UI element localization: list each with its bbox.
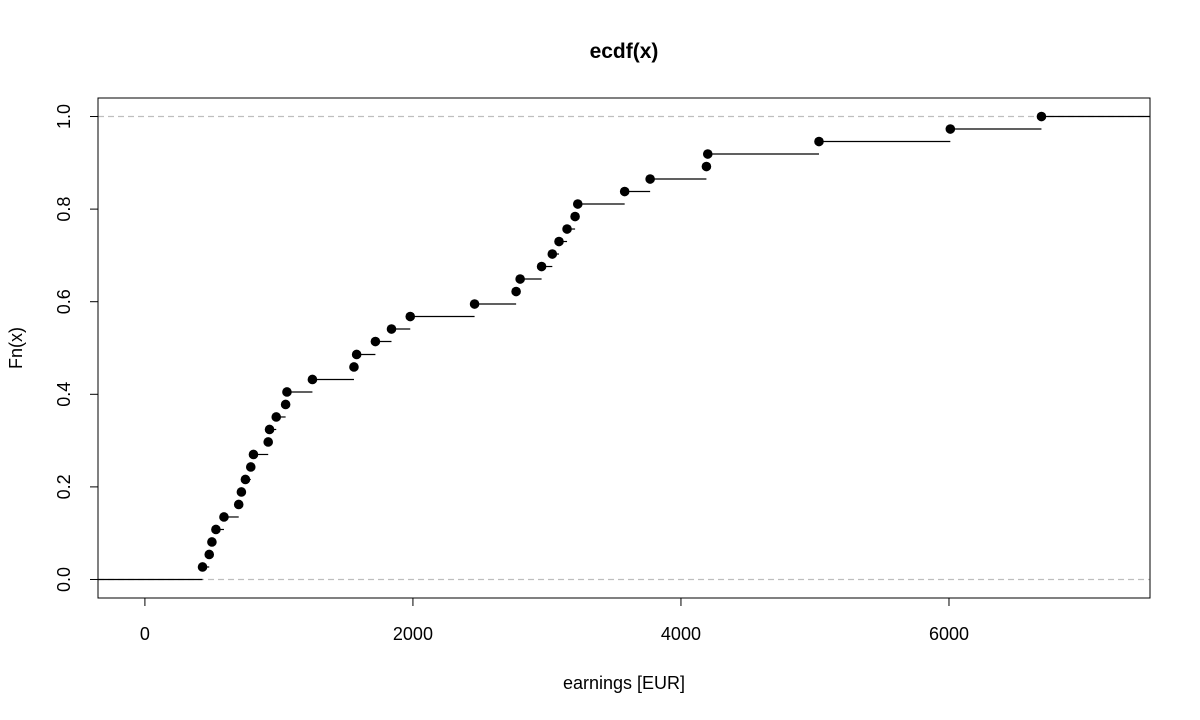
y-tick-label: 1.0 — [54, 104, 74, 129]
x-tick-label: 0 — [140, 624, 150, 644]
data-point — [1036, 111, 1047, 122]
data-point — [211, 524, 221, 535]
data-point — [204, 549, 215, 560]
data-points — [197, 111, 1047, 572]
data-point — [702, 149, 713, 159]
y-tick-label: 0.4 — [54, 382, 74, 407]
y-axis: 0.0 0.2 0.4 0.6 0.8 1.0 — [54, 104, 99, 592]
y-tick-label: 0.8 — [54, 197, 74, 222]
data-point — [619, 186, 630, 197]
x-axis-label: earnings [EUR] — [563, 673, 685, 693]
data-point — [307, 374, 318, 385]
data-point — [248, 449, 259, 460]
reference-lines — [98, 115, 1150, 581]
x-tick-label: 2000 — [393, 624, 433, 644]
data-point — [370, 336, 381, 347]
data-point — [240, 474, 251, 485]
data-point — [547, 249, 558, 259]
plot-frame — [97, 97, 1151, 599]
data-point — [280, 399, 291, 410]
data-point — [263, 437, 273, 447]
data-point — [197, 562, 208, 572]
data-point — [271, 412, 282, 422]
data-point — [572, 199, 583, 209]
data-point — [351, 349, 362, 360]
x-axis: 0 2000 4000 6000 — [140, 597, 969, 644]
data-point — [814, 136, 824, 147]
data-point — [282, 387, 292, 397]
data-point — [405, 311, 416, 322]
data-point — [264, 424, 275, 435]
y-axis-label: Fn(x) — [6, 327, 26, 369]
data-point — [207, 537, 217, 547]
step-segments — [98, 115, 1150, 581]
x-tick-label: 4000 — [661, 624, 701, 644]
data-point — [511, 286, 521, 297]
x-tick-label: 6000 — [929, 624, 969, 644]
data-point — [469, 299, 480, 309]
y-tick-label: 0.2 — [54, 474, 74, 499]
data-point — [554, 236, 564, 247]
y-tick-label: 0.6 — [54, 289, 74, 314]
chart-title: ecdf(x) — [590, 40, 659, 63]
data-point — [562, 224, 572, 234]
data-point — [515, 274, 525, 284]
data-point — [536, 261, 547, 272]
y-tick-label: 0.0 — [54, 567, 74, 592]
data-point — [236, 487, 247, 497]
data-point — [701, 161, 712, 172]
data-point — [233, 499, 244, 510]
data-point — [219, 512, 229, 522]
data-point — [349, 362, 359, 372]
data-point — [945, 124, 956, 134]
data-point — [645, 174, 655, 184]
data-point — [386, 324, 397, 334]
data-point — [245, 462, 256, 472]
data-point — [570, 211, 580, 222]
